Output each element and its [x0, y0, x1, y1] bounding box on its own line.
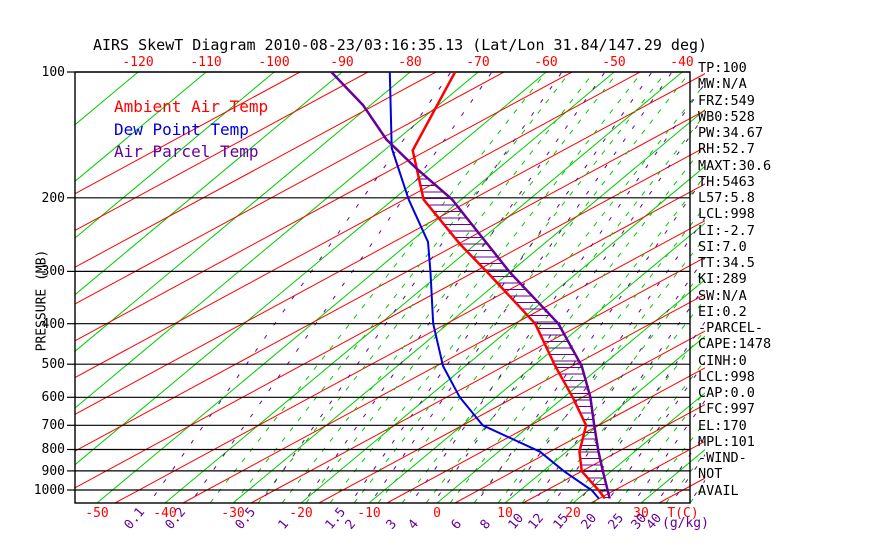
bottom-axis-tick: -40: [153, 506, 176, 521]
pressure-tick: 500: [42, 357, 65, 372]
top-axis-tick: -90: [330, 55, 353, 70]
pressure-tick: 300: [42, 264, 65, 279]
stat-row: TP:100: [698, 60, 747, 76]
stat-row: KI:289: [698, 271, 747, 288]
legend: Ambient Air Temp Dew Point Temp Air Parc…: [114, 96, 268, 164]
stats-panel: TP:100 MW:N/A FRZ:549 WB0:528 PW:34.67 RH:52.…: [698, 60, 868, 499]
bottom-axis-tick: -30: [221, 506, 244, 521]
plot-border: [74, 71, 691, 504]
stat-row: WB0:528: [698, 108, 755, 125]
pressure-tick: 900: [42, 464, 65, 479]
pressure-tick: 600: [42, 390, 65, 405]
legend-item-ambient: Ambient Air Temp: [114, 97, 269, 116]
top-axis-tick: -80: [398, 55, 421, 70]
mixing-ratio-tick: 6: [449, 517, 466, 533]
stat-row: CAP:0.0: [698, 385, 755, 401]
stat-row: CINH:0: [698, 352, 747, 369]
mixing-ratio-tick: 20: [579, 511, 601, 533]
pressure-tick: 100: [42, 65, 65, 80]
bottom-axis-tick: -10: [357, 506, 380, 521]
stat-row: LCL:998: [698, 368, 755, 385]
stat-row: LCL:998: [698, 206, 755, 223]
stat-row: FRZ:549: [698, 92, 755, 109]
pressure-tick: 700: [42, 418, 65, 433]
grid-layers: [75, 72, 705, 503]
bottom-axis-tick: 0: [433, 506, 441, 521]
curve-dew-point-temp: [388, 71, 600, 500]
cape-hatch: [417, 172, 610, 498]
mixing-ratio-tick: 25: [606, 511, 628, 533]
x-axis-unit-label: T(C): [667, 506, 698, 521]
pressure-tick: 800: [42, 442, 65, 457]
mixing-ratio-tick: 0.1: [122, 505, 149, 533]
stat-row: MAXT:30.6: [698, 157, 772, 174]
top-axis-tick: -50: [602, 55, 625, 70]
stat-row: -PARCEL-: [698, 320, 764, 336]
top-axis-tick: -40: [670, 55, 693, 70]
stat-row: SW:N/A: [698, 287, 747, 304]
stat-row: EL:170: [698, 417, 747, 434]
top-axis-tick: -120: [122, 55, 153, 70]
top-axis-tick: -60: [534, 55, 557, 70]
stat-row: L57:5.8: [698, 190, 755, 206]
curve-ambient-air-temp: [411, 71, 606, 500]
stat-row: LI:-2.7: [698, 222, 755, 239]
bottom-axis-tick: 30: [633, 506, 649, 521]
top-axis-tick: -70: [466, 55, 489, 70]
stat-row: -WIND-: [698, 450, 747, 466]
pressure-tick: 200: [42, 191, 65, 206]
stat-row: RH:52.7: [698, 141, 755, 158]
top-axis-tick: -100: [258, 55, 289, 70]
stat-row: TT:34.5: [698, 255, 755, 271]
mixing-ratio-tick: 4: [406, 517, 423, 533]
mixing-ratio-unit-label: (g/kg): [662, 516, 709, 531]
page-title: AIRS SkewT Diagram 2010-08-23/03:16:35.1…: [92, 36, 708, 54]
stat-row: LFC:997: [698, 401, 755, 418]
mixing-ratio-tick: 3: [384, 517, 401, 533]
bottom-axis-tick: -20: [289, 506, 312, 521]
pressure-axis-label: PRESSURE (MB): [34, 249, 50, 352]
stat-row: NOT: [698, 466, 723, 483]
stat-row: TH:5463: [698, 173, 755, 190]
stat-row: MPL:101: [698, 433, 755, 450]
pressure-tick: 1000: [34, 483, 65, 498]
bottom-axis-tick: 20: [565, 506, 581, 521]
stat-row: PW:34.67: [698, 125, 764, 141]
legend-item-parcel: Air Parcel Temp: [114, 142, 259, 161]
legend-item-dewpoint: Dew Point Temp: [114, 119, 249, 139]
curve-air-parcel-temp: [330, 71, 611, 499]
bottom-axis-tick: -50: [85, 506, 108, 521]
mixing-ratio-tick: 12: [526, 511, 548, 533]
pressure-tick: 400: [42, 317, 65, 332]
bottom-axis-tick: 10: [497, 506, 513, 521]
top-axis-tick: -110: [190, 55, 221, 70]
stat-row: CAPE:1478: [698, 336, 772, 353]
stat-row: MW:N/A: [698, 76, 747, 93]
mixing-ratio-tick: 8: [478, 517, 495, 533]
stat-row: EI:0.2: [698, 303, 747, 320]
stat-row: SI:7.0: [698, 238, 747, 255]
stat-row: AVAIL: [698, 482, 739, 499]
